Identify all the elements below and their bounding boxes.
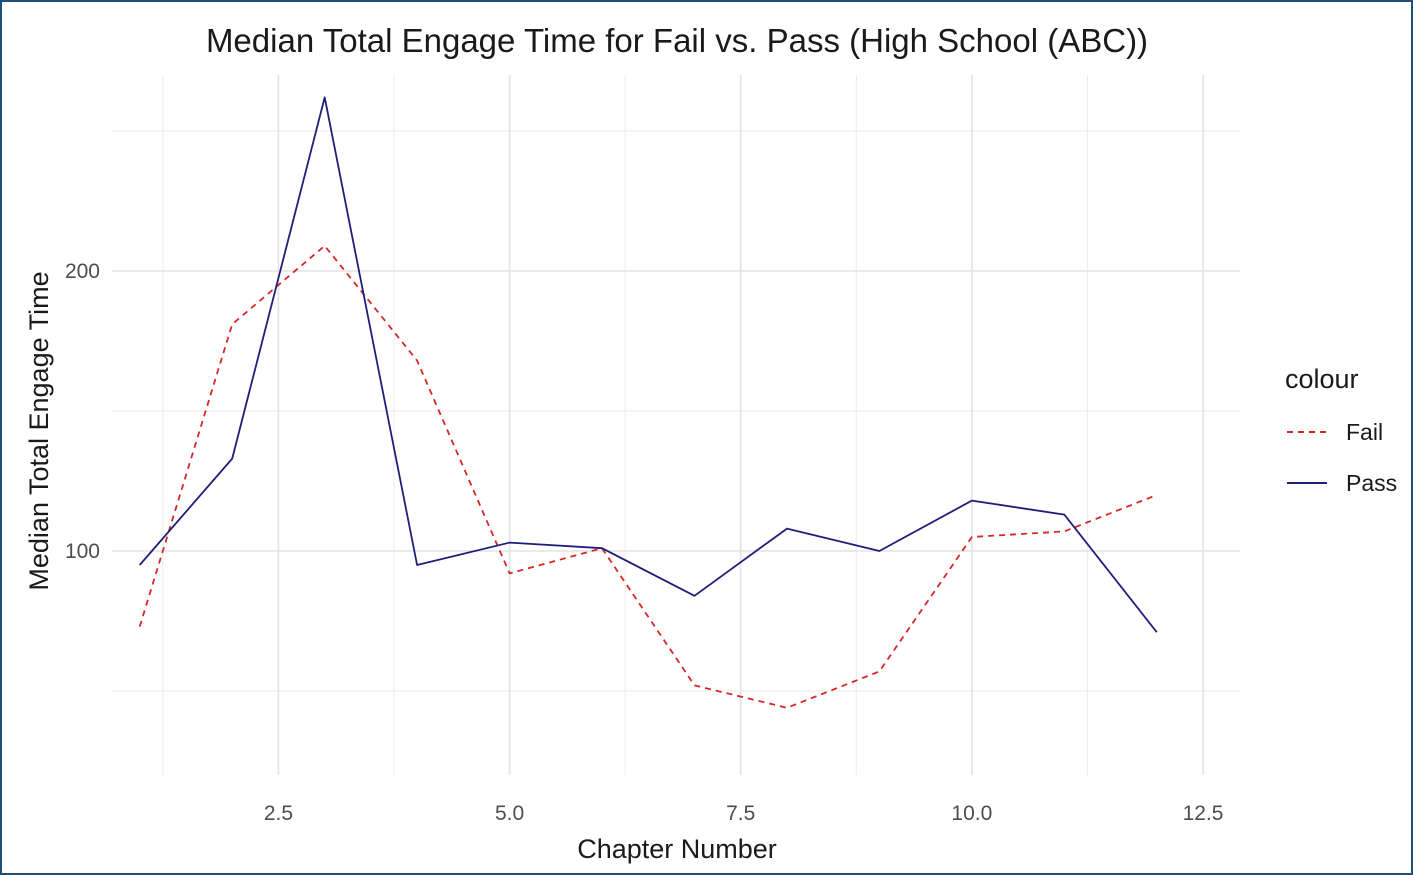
legend-label-fail: Fail xyxy=(1346,419,1383,445)
y-axis-title: Median Total Engage Time xyxy=(24,271,54,590)
x-tick-label-1: 5.0 xyxy=(495,802,524,825)
x-tick-label-2: 7.5 xyxy=(726,802,755,825)
y-tick-label-0: 100 xyxy=(65,540,100,563)
x-tick-label-4: 12.5 xyxy=(1183,802,1224,825)
minor-gridlines xyxy=(112,75,1240,775)
x-axis-ticks: 2.5 5.0 7.5 10.0 12.5 xyxy=(264,802,1224,825)
legend-title: colour xyxy=(1285,364,1359,394)
series-lines xyxy=(138,96,1158,709)
series-line-pass xyxy=(139,96,1158,633)
x-axis-title: Chapter Number xyxy=(577,834,777,864)
series-line-fail xyxy=(138,244,1158,709)
legend-label-pass: Pass xyxy=(1346,470,1397,496)
y-tick-label-1: 200 xyxy=(65,260,100,283)
x-tick-label-0: 2.5 xyxy=(264,802,293,825)
major-gridlines xyxy=(112,75,1240,775)
chart-title: Median Total Engage Time for Fail vs. Pa… xyxy=(206,22,1148,59)
y-axis-ticks: 100 200 xyxy=(65,260,100,563)
x-tick-label-3: 10.0 xyxy=(951,802,992,825)
legend: colour Fail Pass xyxy=(1285,364,1397,496)
